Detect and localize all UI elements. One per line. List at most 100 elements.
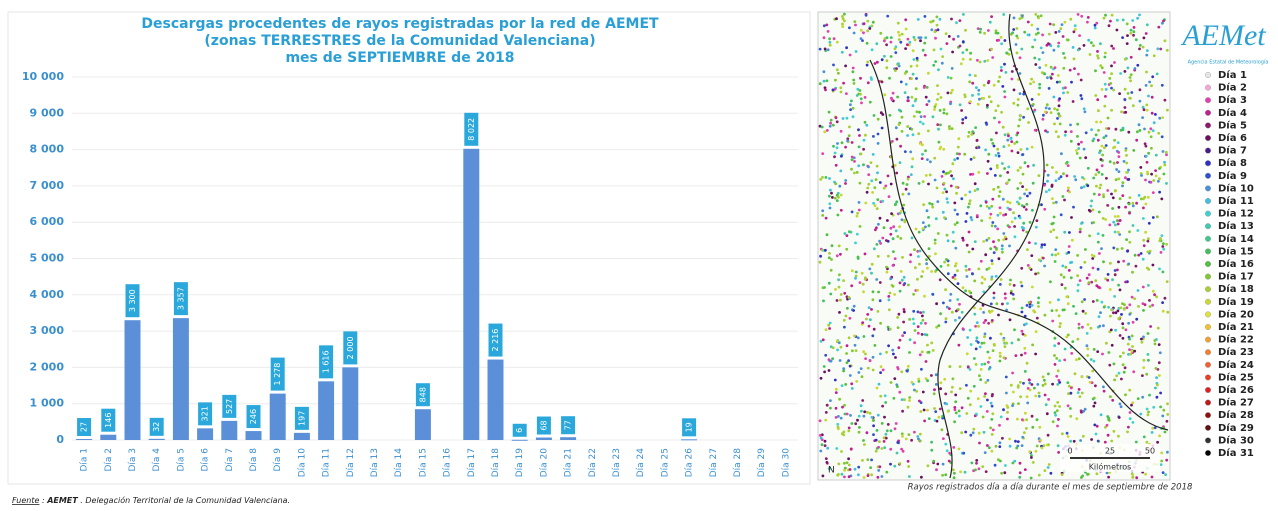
map-dot xyxy=(1034,242,1037,245)
map-dot xyxy=(1164,150,1168,154)
value-label: 146 xyxy=(104,413,113,428)
map-dot xyxy=(954,262,958,265)
map-dot xyxy=(1142,217,1145,220)
legend-label: Día 27 xyxy=(1218,397,1254,409)
map-dot xyxy=(1028,305,1032,309)
map-dot xyxy=(878,299,882,303)
map-dot xyxy=(997,458,1000,462)
map-dot xyxy=(995,131,998,135)
map-dot xyxy=(1120,110,1123,114)
map-dot xyxy=(1139,412,1143,416)
map-dot xyxy=(959,62,963,66)
map-dot xyxy=(926,266,929,270)
value-label: 68 xyxy=(539,420,548,430)
scale-label: 50 xyxy=(1145,447,1155,456)
map-dot xyxy=(1155,376,1158,380)
map-dot xyxy=(1064,86,1067,90)
x-tick-label: Día 30 xyxy=(781,448,791,478)
map-dot xyxy=(1142,335,1145,339)
map-dot xyxy=(1022,115,1025,119)
map-dot xyxy=(871,153,875,156)
map-dot xyxy=(939,96,943,99)
map-dot xyxy=(1131,19,1135,22)
map-dot xyxy=(989,247,993,251)
map-dot xyxy=(829,399,832,402)
map-dot xyxy=(1057,177,1061,181)
map-dot xyxy=(1103,82,1107,86)
map-dot xyxy=(970,461,974,465)
map-dot xyxy=(1148,305,1152,308)
map-dot xyxy=(839,90,843,94)
map-dot xyxy=(1037,174,1041,178)
value-label-box xyxy=(149,417,164,436)
map-dot xyxy=(929,20,932,24)
map-dot xyxy=(943,187,947,191)
map-dot xyxy=(1003,292,1007,296)
x-tick-label: Día 2 xyxy=(104,448,114,472)
map-dot xyxy=(904,18,908,22)
map-dot xyxy=(862,476,866,479)
x-tick-label: Día 29 xyxy=(757,448,767,478)
map-dot xyxy=(1106,273,1110,276)
footer-sep: : xyxy=(39,496,47,505)
map-dot xyxy=(1134,264,1138,268)
map-dot xyxy=(1122,307,1126,311)
map-dot xyxy=(1000,69,1003,72)
map-dot xyxy=(923,41,927,45)
map-dot xyxy=(965,275,969,278)
map-dot xyxy=(1141,285,1145,289)
map-dot xyxy=(956,308,960,311)
map-dot xyxy=(870,78,873,81)
map-dot xyxy=(840,384,844,387)
map-dot xyxy=(1071,340,1075,343)
map-dot xyxy=(1145,53,1149,57)
map-dot xyxy=(1161,245,1165,248)
map-dot xyxy=(953,201,957,205)
map-dot xyxy=(885,270,889,274)
map-dot xyxy=(1043,469,1047,472)
map-dot xyxy=(1114,178,1118,182)
map-dot xyxy=(1047,463,1051,466)
map-dot xyxy=(938,17,942,21)
map-dot xyxy=(1154,367,1158,370)
map-dot xyxy=(822,365,826,368)
map-dot xyxy=(934,36,937,40)
map-dot xyxy=(972,384,976,388)
map-dot xyxy=(1108,223,1112,227)
map-dot xyxy=(978,30,982,34)
map-dot xyxy=(904,187,908,191)
map-dot xyxy=(1138,88,1142,92)
map-dot xyxy=(839,169,843,173)
map-dot xyxy=(1121,336,1125,340)
map-dot xyxy=(885,429,889,433)
legend-label: Día 5 xyxy=(1218,119,1247,131)
map-dot xyxy=(1121,326,1125,330)
map-dot xyxy=(1098,186,1102,190)
map-dot xyxy=(1154,153,1158,157)
map-dot xyxy=(1145,108,1149,112)
map-dot xyxy=(904,437,908,441)
map-dot xyxy=(1105,423,1109,427)
map-dot xyxy=(1068,231,1071,234)
map-dot xyxy=(953,277,957,281)
map-dot xyxy=(920,157,924,161)
map-dot xyxy=(1085,344,1089,348)
map-dot xyxy=(994,31,998,35)
map-dot xyxy=(1030,456,1033,459)
map-dot xyxy=(1026,387,1030,390)
legend-marker xyxy=(1204,412,1211,419)
bar xyxy=(681,439,698,441)
map-dot xyxy=(961,40,965,44)
map-dot xyxy=(973,182,977,186)
map-dot xyxy=(824,411,828,414)
map-dot xyxy=(1124,328,1128,332)
map-dot xyxy=(893,464,897,468)
map-dot xyxy=(971,172,975,176)
map-dot xyxy=(1110,13,1114,17)
map-dot xyxy=(1106,116,1110,120)
map-dot xyxy=(1113,215,1117,218)
map-dot xyxy=(879,394,883,398)
map-dot xyxy=(858,89,862,92)
scale-label: 25 xyxy=(1105,447,1115,456)
map-dot xyxy=(1056,117,1059,120)
